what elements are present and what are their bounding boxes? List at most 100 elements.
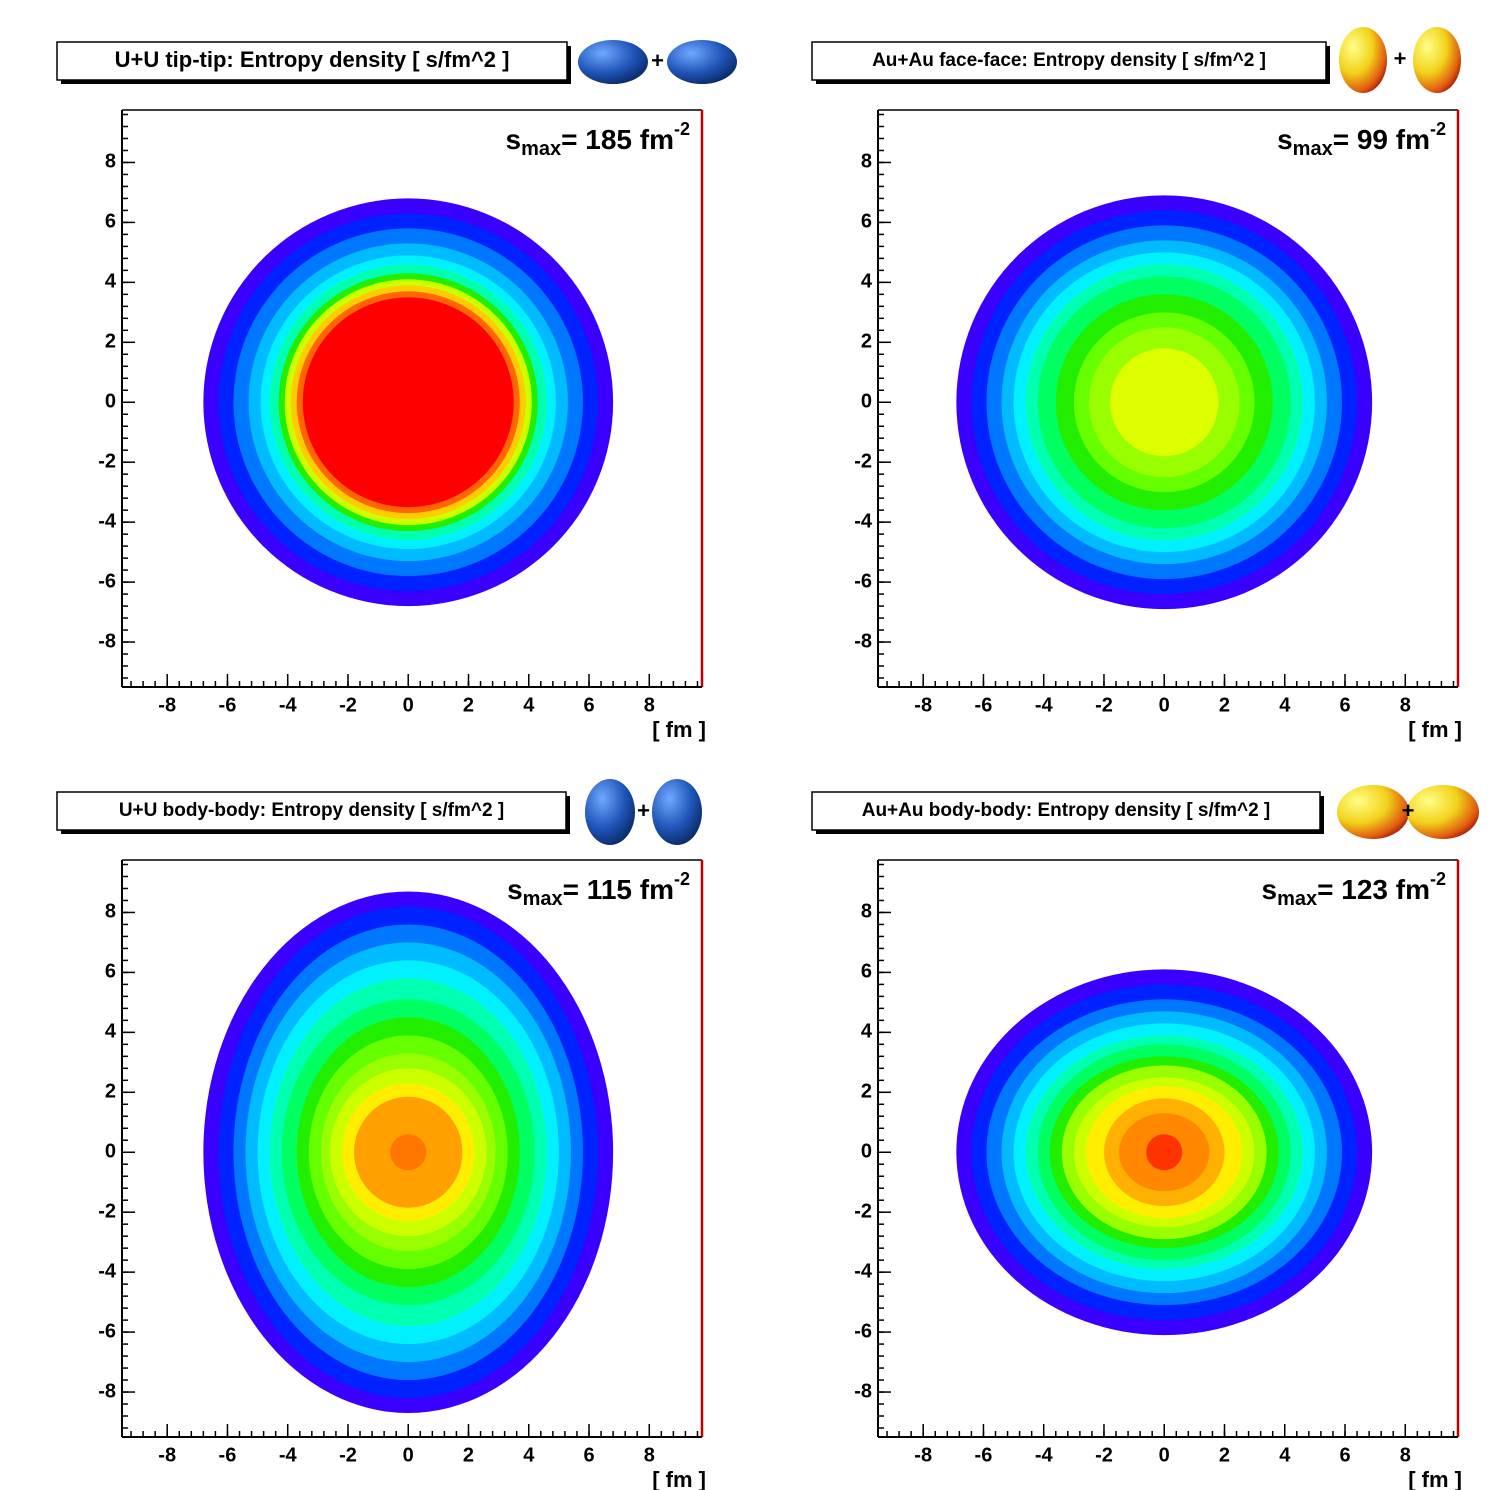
y-tick-label: 4 (861, 1021, 873, 1043)
icon-joiner: + (637, 798, 650, 823)
x-tick-label: -2 (1095, 694, 1113, 716)
nucleus-icon (667, 40, 737, 84)
annotation-text: = 123 fm (1317, 874, 1430, 905)
y-tick-label: 2 (861, 331, 872, 353)
y-tick-label: -4 (98, 510, 117, 532)
y-tick-label: 8 (861, 901, 872, 923)
x-tick-label: 2 (463, 1444, 474, 1466)
y-tick-label: 2 (861, 1081, 872, 1103)
y-tick-label: -4 (98, 1260, 117, 1282)
y-tick-label: -2 (98, 450, 116, 472)
figure: U+U tip-tip: Entropy density [ s/fm^2 ] +… (0, 0, 1507, 1490)
x-axis-label: [ fm ] (1408, 717, 1462, 742)
y-tick-label: -8 (98, 630, 116, 652)
y-tick-label: 4 (105, 1021, 117, 1043)
x-tick-label: 4 (1279, 1444, 1291, 1466)
x-tick-label: -6 (975, 694, 993, 716)
nucleus-icon (1339, 27, 1387, 93)
y-tick-label: 0 (105, 391, 116, 413)
contour-band (390, 1134, 426, 1170)
x-tick-label: -2 (339, 1444, 357, 1466)
contour-band (1110, 348, 1218, 456)
x-tick-label: 6 (583, 1444, 594, 1466)
x-tick-label: 8 (1400, 694, 1411, 716)
x-tick-label: -8 (158, 1444, 176, 1466)
x-tick-label: -4 (279, 694, 298, 716)
x-tick-label: 4 (1279, 694, 1291, 716)
x-tick-label: 0 (403, 694, 414, 716)
annotation-text: = 115 fm (563, 874, 674, 905)
x-tick-label: 2 (463, 694, 474, 716)
y-tick-label: -6 (854, 570, 872, 592)
annotation: smax= 115 fm-2 (507, 869, 690, 911)
y-tick-label: -6 (98, 570, 116, 592)
y-tick-label: -8 (98, 1380, 116, 1402)
annotation-text: = 99 fm (1333, 124, 1430, 155)
x-tick-label: -8 (914, 694, 932, 716)
x-tick-label: 0 (403, 1444, 414, 1466)
x-tick-label: -4 (1035, 1444, 1054, 1466)
x-tick-label: -8 (914, 1444, 932, 1466)
y-tick-label: 2 (105, 1081, 116, 1103)
y-tick-label: 6 (105, 211, 116, 233)
x-axis-label: [ fm ] (1408, 1467, 1462, 1490)
y-tick-label: -2 (98, 1200, 116, 1222)
x-tick-label: -6 (219, 1444, 237, 1466)
y-tick-label: 8 (861, 151, 872, 173)
x-tick-label: -2 (339, 694, 357, 716)
y-tick-label: -6 (98, 1320, 116, 1342)
nucleus-icon (585, 779, 635, 845)
annotation-base: s (506, 124, 522, 155)
y-tick-label: -2 (854, 1200, 872, 1222)
annotation-base: s (507, 874, 523, 905)
panel-title: Au+Au body-body: Entropy density [ s/fm^… (862, 800, 1271, 821)
y-tick-label: 6 (861, 961, 872, 983)
annotation-base: s (1277, 124, 1293, 155)
x-tick-label: -6 (975, 1444, 993, 1466)
contour-band (303, 297, 514, 507)
x-axis-label: [ fm ] (652, 717, 706, 742)
annotation-sub: max (521, 138, 561, 160)
x-tick-label: 8 (644, 694, 655, 716)
annotation-sub: max (523, 888, 563, 910)
x-tick-label: 8 (644, 1444, 655, 1466)
x-tick-label: 4 (523, 1444, 535, 1466)
y-tick-label: 0 (105, 1141, 116, 1163)
y-tick-label: 2 (105, 331, 116, 353)
y-tick-label: 0 (861, 391, 872, 413)
annotation: smax= 99 fm-2 (1277, 119, 1446, 161)
y-tick-label: -6 (854, 1320, 872, 1342)
annotation-sup: -2 (674, 869, 690, 889)
icon-joiner: + (1402, 798, 1415, 823)
x-tick-label: 6 (1339, 694, 1350, 716)
panel-title: Au+Au face-face: Entropy density [ s/fm^… (872, 50, 1266, 71)
nucleus-icon (1337, 785, 1409, 839)
annotation: smax= 123 fm-2 (1262, 869, 1446, 911)
y-tick-label: -4 (854, 510, 873, 532)
annotation-base: s (1262, 874, 1278, 905)
y-tick-label: 8 (105, 151, 116, 173)
y-tick-label: 0 (861, 1141, 872, 1163)
x-tick-label: -8 (158, 694, 176, 716)
x-tick-label: 6 (583, 694, 594, 716)
y-tick-label: -2 (854, 450, 872, 472)
annotation-text: = 185 fm (561, 124, 674, 155)
x-tick-label: 2 (1219, 1444, 1230, 1466)
y-tick-label: -8 (854, 1380, 872, 1402)
icon-joiner: + (1394, 46, 1407, 71)
nucleus-icon (1413, 27, 1461, 93)
y-tick-label: 6 (105, 961, 116, 983)
y-tick-label: 6 (861, 211, 872, 233)
y-tick-label: -8 (854, 630, 872, 652)
y-tick-label: 8 (105, 901, 116, 923)
panel-title: U+U tip-tip: Entropy density [ s/fm^2 ] (115, 47, 510, 72)
annotation-sub: max (1277, 888, 1317, 910)
panel-title: U+U body-body: Entropy density [ s/fm^2 … (119, 800, 504, 821)
annotation-sup: -2 (1430, 119, 1446, 139)
x-tick-label: 4 (523, 694, 535, 716)
annotation-sup: -2 (1430, 869, 1446, 889)
annotation-sub: max (1293, 138, 1333, 160)
x-tick-label: 0 (1159, 694, 1170, 716)
x-tick-label: -6 (219, 694, 237, 716)
x-tick-label: -4 (279, 1444, 298, 1466)
